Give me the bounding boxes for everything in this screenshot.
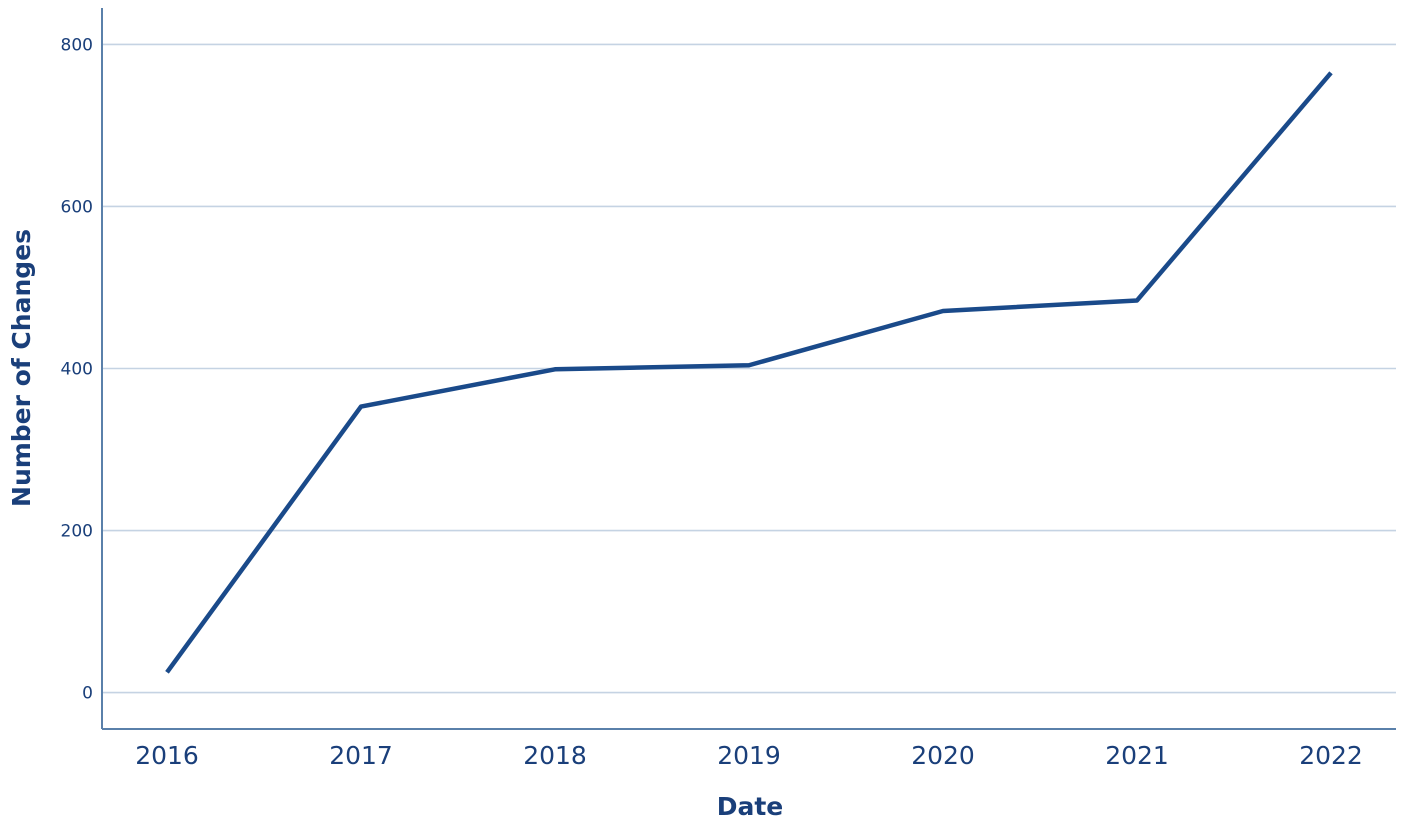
x-tick-label: 2021 <box>1105 741 1169 770</box>
x-tick-labels: 2016 2017 2018 2019 2020 2021 2022 <box>135 741 1363 770</box>
x-tick-label: 2018 <box>523 741 587 770</box>
series-layer <box>165 71 1333 674</box>
gridlines <box>102 43 1396 694</box>
y-tick-label: 200 <box>61 522 93 542</box>
x-tick-label: 2020 <box>911 741 975 770</box>
y-tick-labels: 0 200 400 600 800 <box>61 35 93 703</box>
x-tick-label: 2022 <box>1299 741 1363 770</box>
y-tick-label: 0 <box>82 684 93 704</box>
x-tick-label: 2017 <box>329 741 393 770</box>
x-axis-title: Date <box>717 792 784 821</box>
y-tick-label: 600 <box>61 197 93 217</box>
y-tick-label: 400 <box>61 360 93 380</box>
y-tick-label: 800 <box>61 35 93 55</box>
axes <box>101 8 1396 730</box>
y-axis-title: Number of Changes <box>7 229 36 507</box>
series-line <box>165 71 1333 674</box>
x-tick-label: 2019 <box>717 741 781 770</box>
x-tick-label: 2016 <box>135 741 199 770</box>
